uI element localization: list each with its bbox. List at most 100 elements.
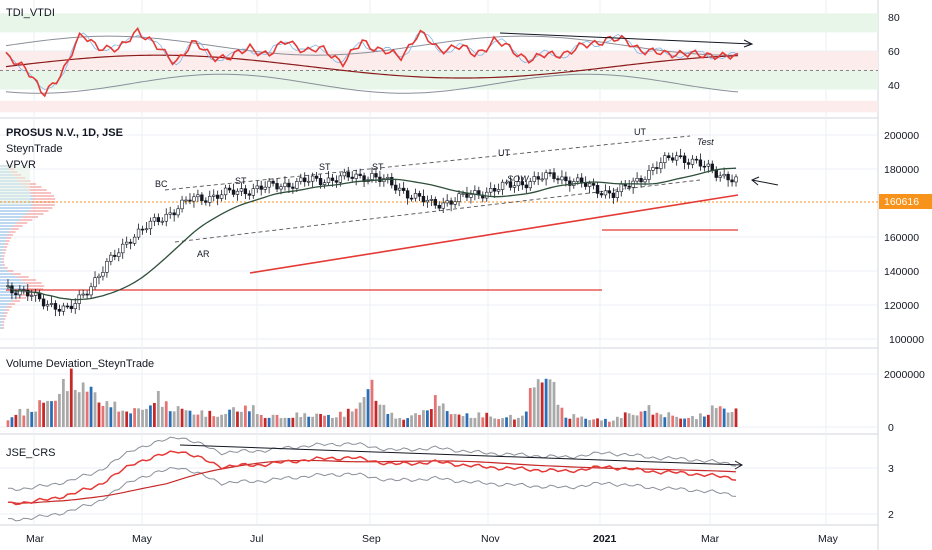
annotation-ar: AR [197, 249, 210, 259]
candle-down [548, 172, 552, 174]
candle-up [132, 236, 137, 244]
annotation-sow: SOW [507, 174, 530, 184]
volume-bar [726, 412, 730, 427]
time-label: May [818, 533, 839, 545]
candle-up [322, 182, 327, 185]
vpvr-bar-sell [3, 315, 7, 317]
volume-bar [69, 368, 73, 427]
candle-down [275, 183, 279, 190]
crs-arrow-head [734, 460, 744, 470]
vpvr-bar-buy [0, 228, 12, 230]
volume-bar [121, 410, 125, 427]
candle-up [635, 178, 639, 182]
volume-bar [275, 414, 279, 427]
volume-bar [149, 405, 152, 427]
volume-bar [505, 417, 508, 427]
volume-bar [517, 417, 520, 427]
last-price-badge[interactable] [879, 194, 932, 209]
vpvr-bar-sell [9, 231, 16, 233]
volume-bar [38, 400, 42, 427]
candle-up [239, 188, 244, 192]
vpvr-bar-sell [3, 249, 7, 251]
vpvr-bar-sell [4, 267, 8, 269]
candle-up [718, 175, 722, 178]
vpvr-bar-sell [2, 324, 4, 326]
volume-bar [89, 386, 93, 427]
candle-down [140, 228, 145, 231]
candle-down [362, 175, 366, 182]
volume-bar [307, 416, 311, 427]
candle-down [156, 217, 161, 223]
candle-up [560, 176, 564, 181]
candle-up [18, 289, 22, 296]
volume-bar [125, 411, 129, 427]
candle-up [429, 199, 434, 201]
vpvr-bar-sell [6, 237, 12, 239]
candle-down [568, 180, 572, 186]
candle-up [706, 163, 711, 167]
volume-bar [394, 418, 398, 427]
volume-bar [212, 416, 216, 427]
candle-up [219, 194, 224, 199]
candle-down [53, 303, 58, 310]
vpvr-bar-buy [0, 276, 18, 278]
volume-bar [619, 418, 623, 427]
volume-bar [168, 411, 172, 427]
candle-down [287, 182, 291, 188]
candle-up [619, 183, 623, 193]
candle-down [520, 181, 525, 186]
candle-up [168, 212, 172, 215]
vpvr-bar-sell [4, 243, 9, 245]
volume-bar [117, 411, 121, 427]
volume-bar [342, 416, 346, 427]
candle-up [722, 173, 726, 177]
volume-bar [311, 416, 315, 427]
volume-bar [366, 389, 370, 427]
volume-bar [291, 417, 295, 427]
candle-up [425, 199, 430, 203]
candle-down [247, 193, 252, 196]
volume-bar [362, 397, 366, 427]
tdi-bottom-zone [0, 100, 878, 113]
last-price-label: 160616 [884, 196, 919, 208]
volume-bar [544, 378, 548, 427]
volume-bar [331, 417, 334, 427]
vpvr-bar-buy [0, 240, 6, 242]
candle-up [587, 183, 592, 187]
vpvr-bar-buy [0, 246, 5, 248]
volume-bar [354, 408, 358, 427]
volume-bar [524, 411, 528, 427]
volume-bar [200, 410, 204, 427]
candle-down [595, 185, 600, 194]
tdi-upper-zone [0, 13, 878, 33]
volume-bar [208, 410, 212, 427]
candle-up [647, 170, 651, 180]
vpvr-bar-sell [2, 321, 5, 323]
volume-bar [133, 408, 136, 427]
volume-bar [426, 410, 429, 427]
crs-moving-average [7, 459, 737, 504]
volume-bar [453, 413, 457, 427]
volume-bar [232, 407, 235, 427]
candle-down [374, 173, 378, 178]
volume-bar [540, 382, 544, 427]
volume-bar [560, 407, 564, 427]
volume-bar [240, 411, 243, 427]
candle-up [485, 191, 489, 199]
volume-bar [445, 411, 449, 427]
tdi-divergence-arrow [499, 32, 753, 45]
volume-bar [315, 413, 318, 427]
candle-up [164, 213, 168, 222]
vpvr-bar-sell [17, 276, 29, 278]
volume-bar [137, 408, 140, 427]
candle-down [607, 190, 612, 194]
price-arrow-head [751, 176, 760, 186]
candle-down [686, 162, 691, 165]
candle-down [623, 183, 627, 187]
candle-up [354, 173, 358, 179]
candle-down [394, 184, 398, 191]
volume-bar [402, 419, 406, 427]
volume-bar [675, 416, 679, 427]
